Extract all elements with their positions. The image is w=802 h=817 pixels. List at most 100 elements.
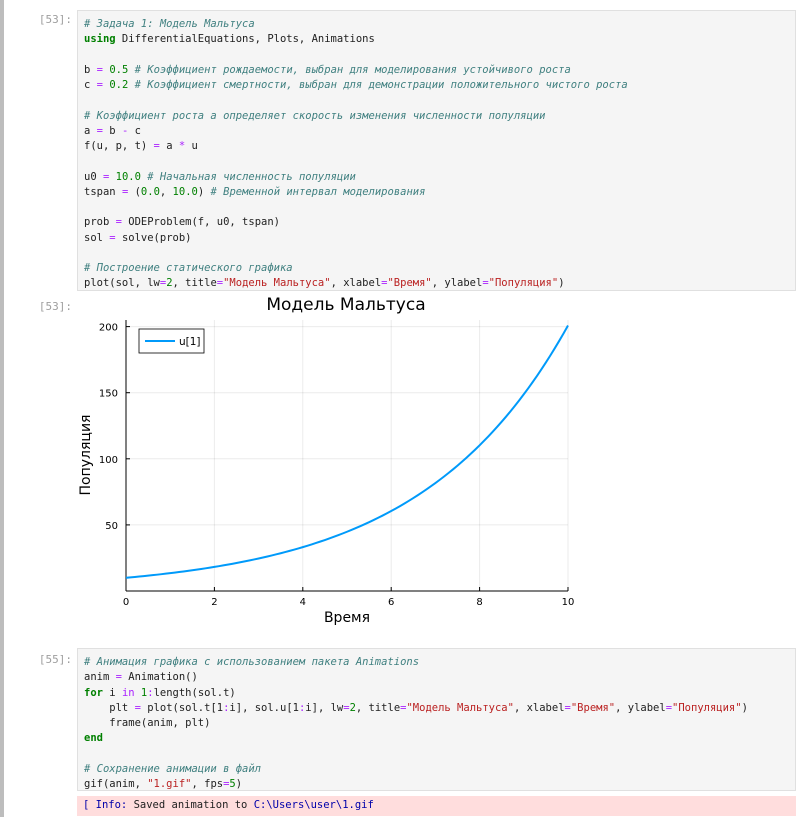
code-line [84, 154, 795, 169]
code-token: Animation() [121, 671, 198, 684]
code-line: f(u, p, t) = a * u [84, 139, 795, 154]
y-tick-label: 100 [99, 455, 118, 466]
code-token: = [400, 701, 407, 714]
code-cell-2-source[interactable]: # Анимация графика с использованием паке… [84, 655, 795, 792]
code-token: # Коэффициент смертности, выбран для дем… [134, 79, 628, 91]
code-token: a [159, 140, 179, 152]
chart-axes [125, 320, 568, 592]
code-token: ( [128, 185, 141, 198]
info-tag: [ Info: [83, 799, 134, 811]
x-tick-label: 8 [476, 597, 482, 608]
code-line [84, 200, 795, 215]
code-line: anim = Animation() [84, 670, 795, 685]
code-token: ) [235, 778, 243, 790]
code-token: i], sol.u[1 [229, 701, 299, 714]
code-token: , xlabel [513, 701, 565, 714]
code-token: , xlabel [330, 277, 382, 290]
code-token: , ylabel [615, 701, 666, 714]
code-token: "Время" [570, 701, 616, 714]
code-token: , title [355, 701, 401, 714]
y-tick-label: 150 [99, 389, 118, 400]
code-token: f(u, p, t) [84, 140, 154, 152]
code-token: plt [84, 701, 135, 714]
y-tick-label: 50 [105, 521, 118, 532]
code-token: # Коэффициент рождаемости, выбран для мо… [134, 63, 571, 76]
code-token: sol [84, 231, 110, 244]
x-axis-label: Время [324, 610, 370, 626]
code-line: b = 0.5 # Коэффициент рождаемости, выбра… [84, 63, 795, 78]
code-line: for i in 1:length(sol.t) [84, 686, 795, 701]
code-token: gif(anim, [84, 778, 148, 790]
code-line: frame(anim, plt) [84, 716, 795, 731]
code-token: u0 [84, 170, 103, 183]
code-token: 1 [140, 686, 148, 699]
chart-ticks: 0 2 4 6 8 10 50 100 150 200 [99, 323, 574, 608]
code-token: b [102, 124, 122, 137]
code-line: prob = ODEProblem(f, u0, tspan) [84, 215, 795, 230]
info-message: Saved animation to [133, 799, 254, 811]
code-token: using [84, 33, 116, 46]
code-token: plot(sol, lw [84, 277, 160, 290]
code-line [84, 747, 795, 762]
x-tick-label: 4 [300, 597, 306, 608]
code-cell-1-source[interactable]: # Задача 1: Модель Мальтуса using Differe… [84, 17, 795, 292]
code-token: = [96, 79, 103, 91]
code-token: : [147, 686, 154, 699]
code-token: = [665, 701, 673, 714]
info-path: C:\Users\user\1.gif [253, 799, 374, 811]
code-token: 0.0 [140, 185, 160, 198]
code-token: b [84, 63, 97, 76]
info-output: [ Info: Saved animation to C:\Users\user… [77, 796, 796, 816]
code-token: : [223, 701, 230, 714]
code-token: ODEProblem(f, u0, tspan) [121, 216, 280, 229]
code-line: end [84, 731, 795, 746]
code-line: c = 0.2 # Коэффициент смертности, выбран… [84, 78, 795, 93]
code-token: = [159, 277, 167, 290]
code-token: 0.2 [109, 79, 129, 91]
code-token: 2 [349, 701, 356, 714]
cell-2-prompt: [55]: [38, 653, 72, 666]
x-tick-label: 2 [211, 597, 217, 608]
code-token: * [178, 140, 186, 152]
code-token: = [102, 170, 110, 183]
series-u1-line [125, 324, 569, 579]
code-token: # Коэффициент роста a определяет скорост… [84, 109, 546, 122]
code-token: 5 [229, 778, 236, 790]
code-token: = [96, 124, 103, 137]
code-token: 0.5 [109, 63, 129, 76]
code-token: 10.0 [172, 185, 198, 198]
code-token: = [134, 701, 141, 714]
code-token: = [343, 701, 350, 714]
code-cell-1[interactable]: # Задача 1: Модель Мальтуса using Differe… [77, 10, 796, 291]
code-token: , ylabel [431, 277, 483, 290]
code-token: for [84, 686, 103, 699]
code-line: sol = solve(prob) [84, 231, 795, 246]
code-token: = [153, 140, 160, 152]
code-token: , title [172, 277, 217, 290]
legend-label: u[1] [179, 336, 201, 348]
output-1-prompt: [53]: [38, 300, 72, 313]
y-axis-label: Популяция [78, 415, 94, 496]
x-tick-label: 0 [123, 597, 129, 608]
code-line: # Построение статического графика [84, 261, 795, 276]
code-token: 2 [166, 277, 173, 290]
code-token: ) [558, 277, 565, 290]
code-token: "Модель Мальтуса" [223, 277, 331, 290]
code-token: c [84, 79, 97, 91]
code-cell-2[interactable]: # Анимация графика с использованием паке… [77, 648, 796, 791]
code-token: # Задача 1: Модель Мальтуса [84, 18, 255, 30]
code-line: plt = plot(sol.t[1:i], sol.u[1:i], lw=2,… [84, 701, 795, 716]
code-token: "Модель Мальтуса" [406, 701, 514, 714]
code-token: frame(anim, plt) [84, 717, 211, 729]
code-line [84, 48, 795, 63]
code-token: = [109, 231, 116, 244]
code-line [84, 246, 795, 261]
code-token: - [121, 124, 129, 137]
code-token: a [84, 124, 97, 137]
code-token: end [84, 732, 103, 745]
notebook-left-border [0, 0, 4, 817]
code-token: in [121, 686, 135, 699]
chart-title: Модель Мальтуса [266, 295, 425, 315]
code-line [84, 93, 795, 108]
code-token: # Временной интервал моделирования [210, 185, 426, 198]
